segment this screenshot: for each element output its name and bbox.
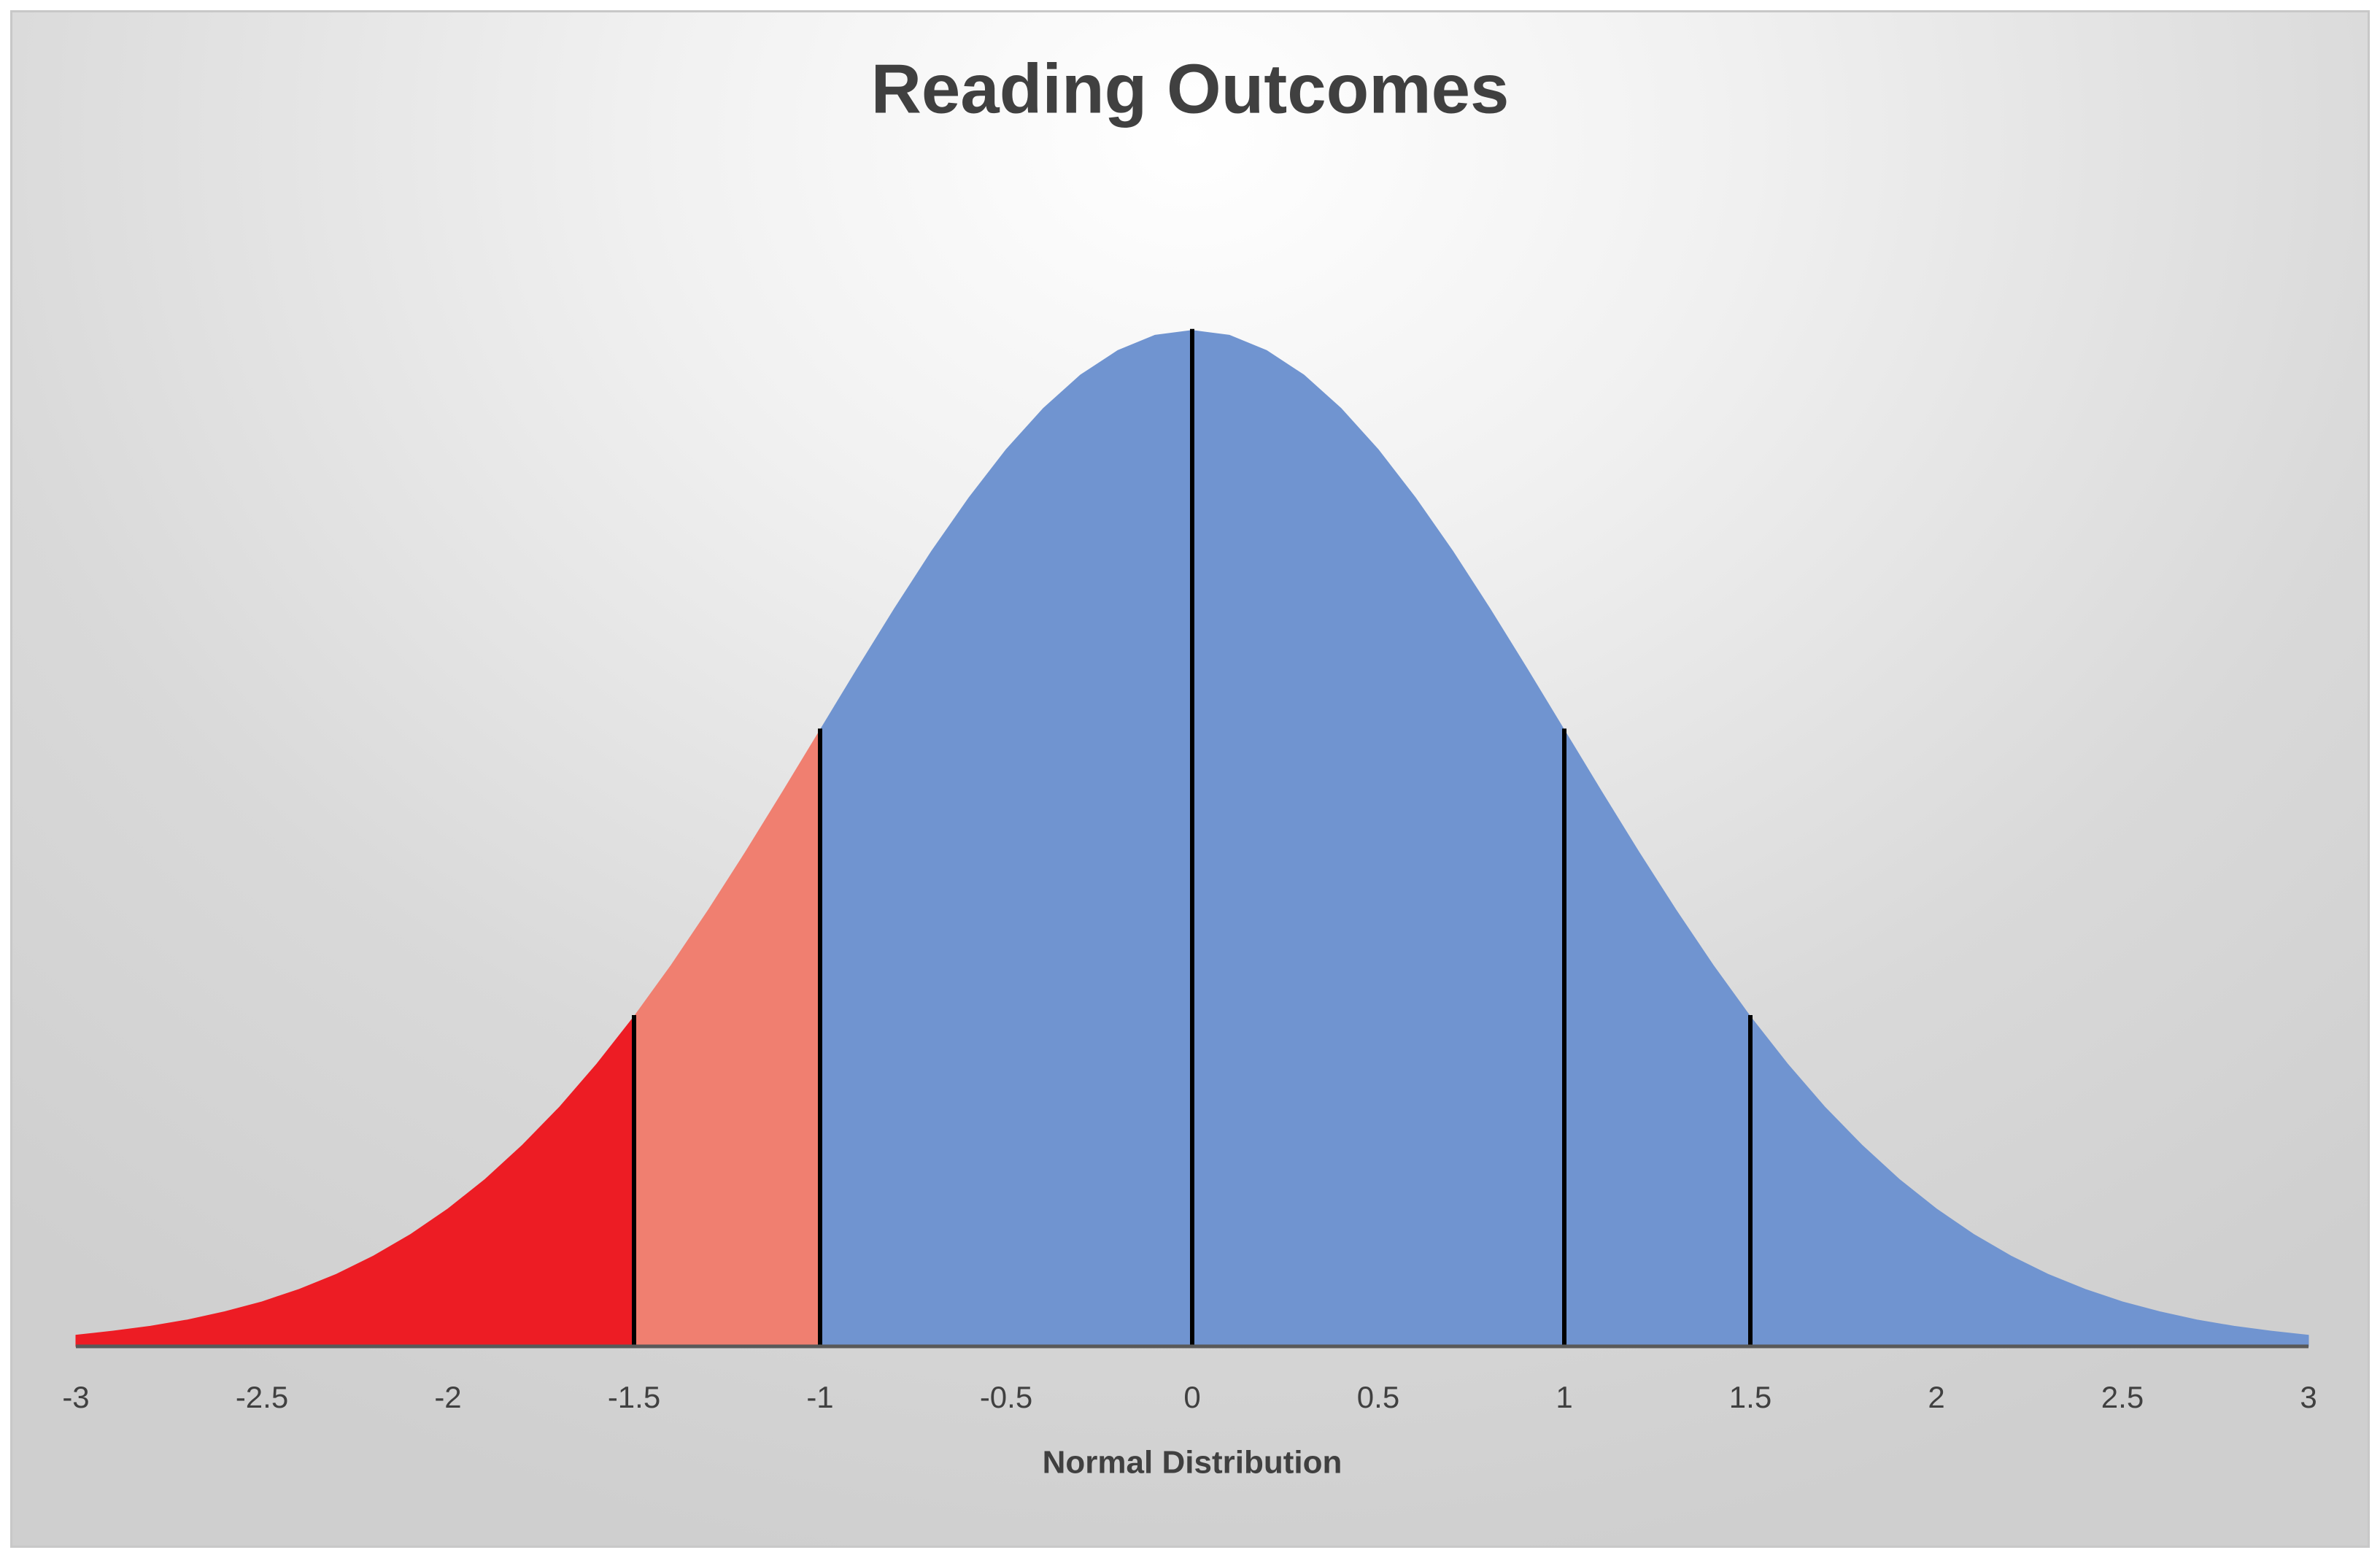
area (75, 1015, 635, 1347)
x-tick-label: 2 (1928, 1380, 1944, 1414)
x-tick-label: 0 (1183, 1380, 1200, 1414)
x-tick-label: 1.5 (1729, 1380, 1772, 1414)
x-tick-label: -2.5 (236, 1380, 288, 1414)
area (633, 728, 821, 1347)
x-tick-label: -3 (62, 1380, 89, 1414)
x-axis-title: Normal Distribution (1043, 1445, 1342, 1481)
x-tick-label: -1 (806, 1380, 833, 1414)
x-tick-label: -1.5 (608, 1380, 660, 1414)
chart-title: Reading Outcomes (871, 50, 1510, 128)
x-tick-label: 3 (2300, 1380, 2317, 1414)
x-tick-label: -2 (434, 1380, 461, 1414)
x-tick-label: 1 (1556, 1380, 1572, 1414)
x-tick-label: -0.5 (980, 1380, 1032, 1414)
x-tick-label: 2.5 (2101, 1380, 2144, 1414)
x-tick-label: 0.5 (1357, 1380, 1399, 1414)
